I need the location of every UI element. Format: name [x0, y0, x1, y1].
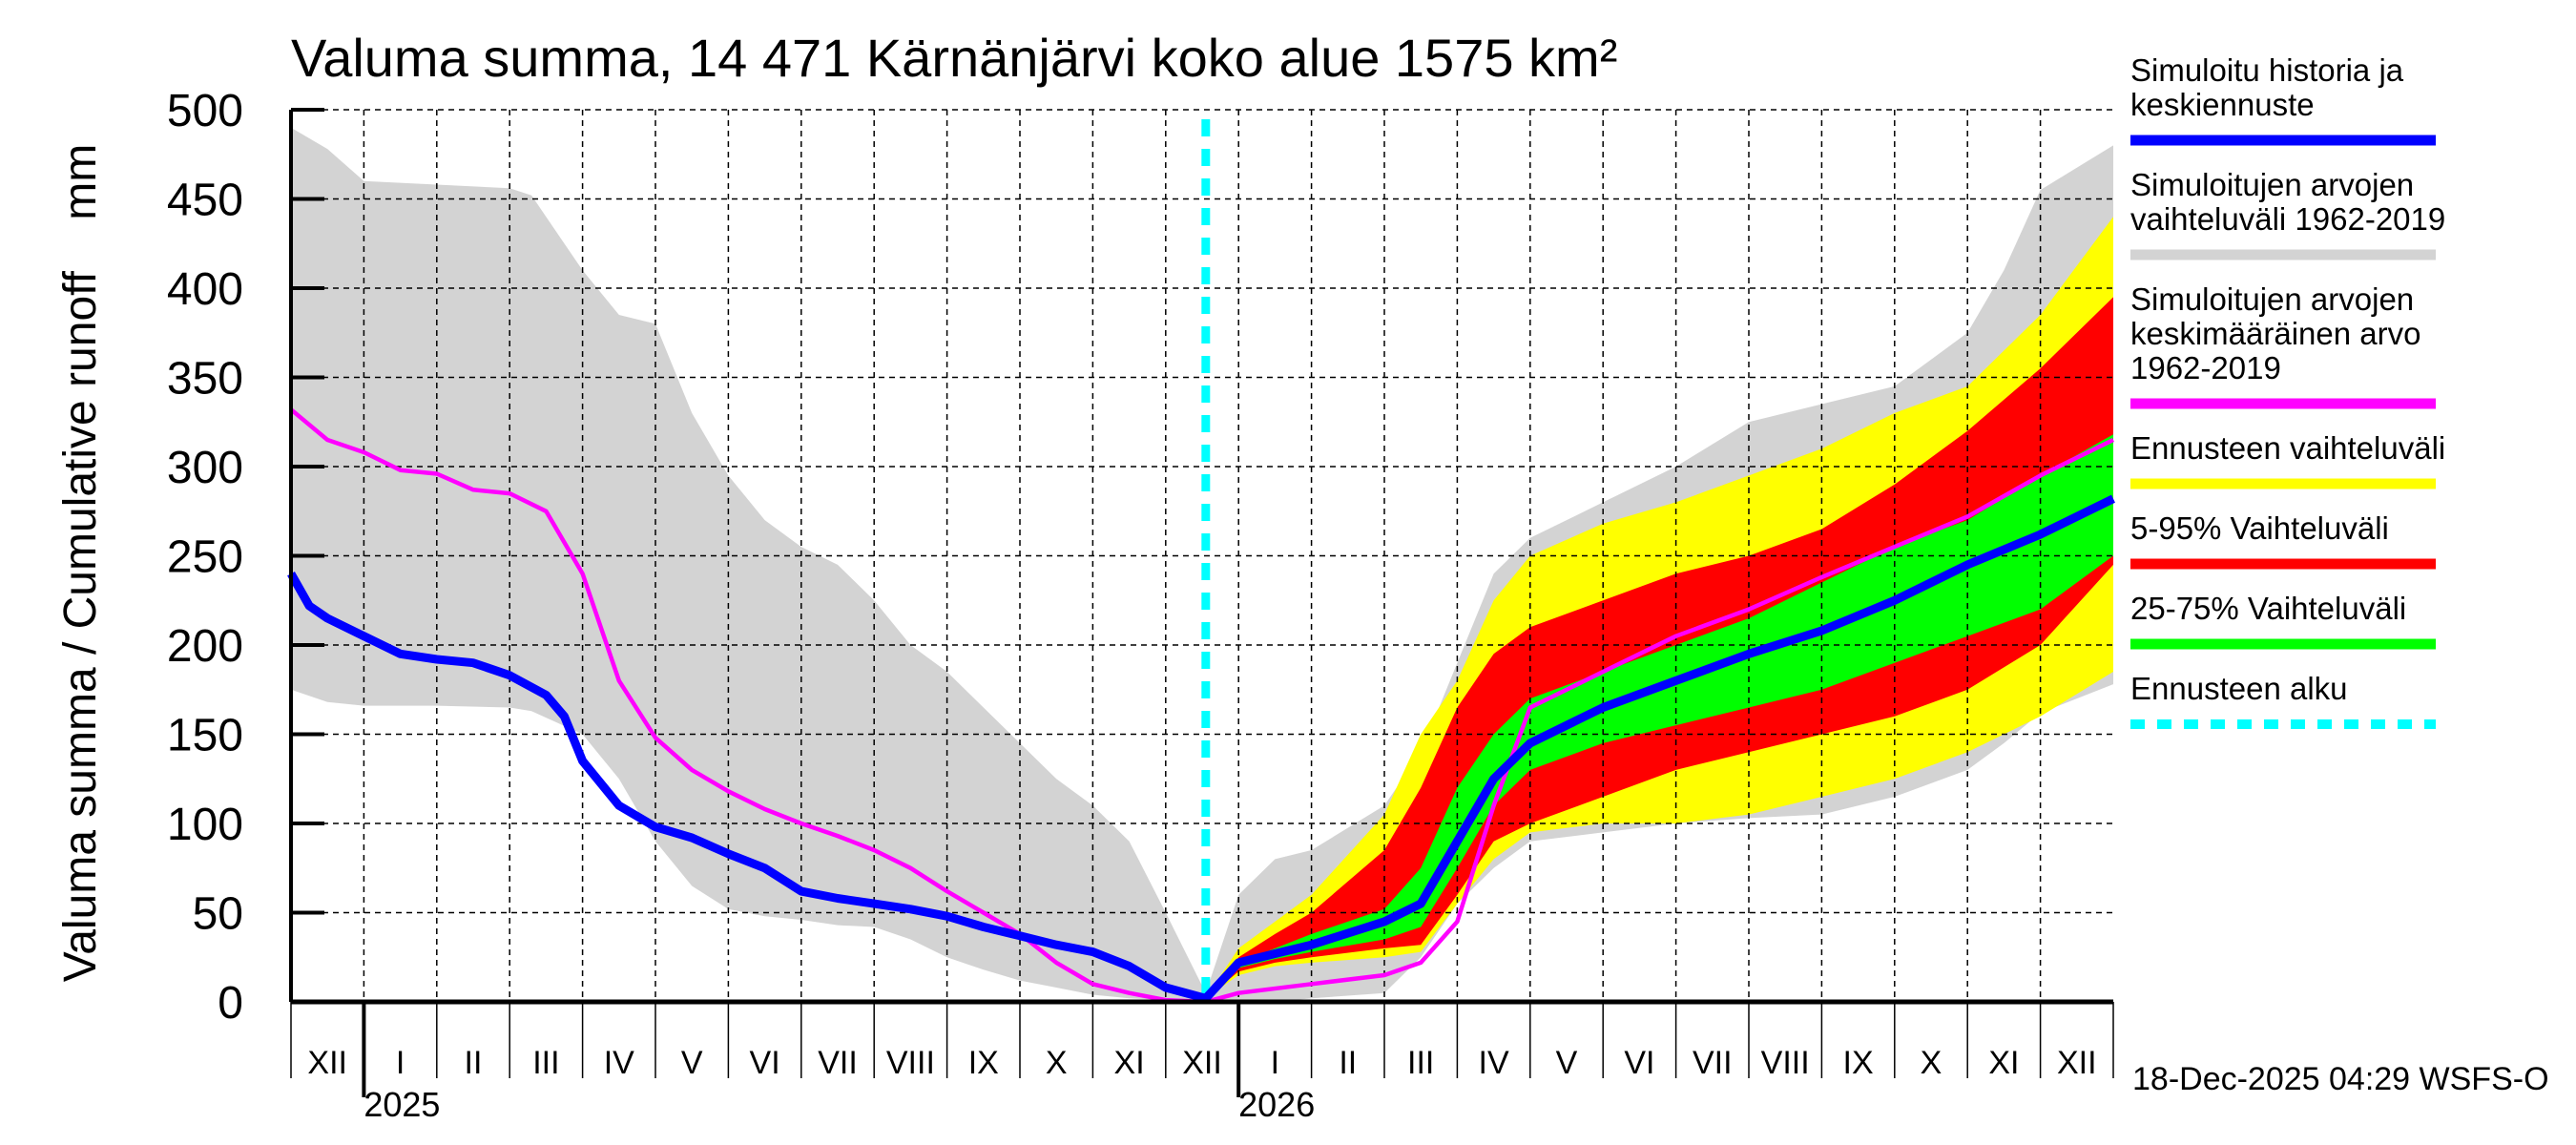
- x-month-label: X: [1046, 1045, 1068, 1081]
- x-month-label: IX: [1843, 1045, 1874, 1081]
- x-month-label: IX: [968, 1045, 999, 1081]
- legend-label: Ennusteen vaihteluväli: [2130, 430, 2445, 466]
- x-month-label: VII: [1693, 1045, 1733, 1081]
- legend-label: Simuloitu historia ja: [2130, 52, 2404, 88]
- legend-label: 5-95% Vaihteluväli: [2130, 510, 2389, 546]
- x-month-label: III: [532, 1045, 559, 1081]
- y-tick-label: 300: [167, 443, 243, 493]
- y-tick-label: 500: [167, 86, 243, 136]
- timestamp: 18-Dec-2025 04:29 WSFS-O: [2132, 1061, 2549, 1097]
- x-month-label: II: [465, 1045, 483, 1081]
- x-month-label: VI: [750, 1045, 780, 1081]
- y-tick-label: 0: [218, 978, 243, 1029]
- x-month-label: XI: [1988, 1045, 2019, 1081]
- grid-layer: [291, 109, 2113, 1002]
- x-month-label: VI: [1624, 1045, 1654, 1081]
- y-tick-label: 200: [167, 621, 243, 672]
- x-year-label: 2025: [364, 1085, 440, 1124]
- x-month-label: XII: [307, 1045, 347, 1081]
- band-3: [1205, 434, 2113, 999]
- x-month-label: XII: [1182, 1045, 1222, 1081]
- y-tick-label: 250: [167, 532, 243, 583]
- x-month-label: II: [1339, 1045, 1357, 1081]
- x-month-label: VIII: [886, 1045, 935, 1081]
- bands-layer: [291, 127, 2113, 1002]
- legend-label: 25-75% Vaihteluväli: [2130, 591, 2406, 626]
- y-tick-label: 450: [167, 176, 243, 226]
- band-2: [1205, 297, 2113, 999]
- x-month-label: X: [1921, 1045, 1942, 1081]
- x-month-label: IV: [1479, 1045, 1509, 1081]
- legend-label: vaihteluväli 1962-2019: [2130, 201, 2445, 237]
- legend-label: keskiennuste: [2130, 87, 2315, 122]
- x-month-label: XI: [1114, 1045, 1145, 1081]
- x-month-label: III: [1407, 1045, 1434, 1081]
- y-tick-label: 50: [193, 889, 243, 940]
- y-tick-label: 400: [167, 264, 243, 315]
- y-axis-label: Valuma summa / Cumulative runoff mm: [55, 144, 106, 983]
- legend-label: 1962-2019: [2130, 350, 2281, 385]
- x-month-label: V: [681, 1045, 703, 1081]
- y-tick-label: 150: [167, 711, 243, 761]
- lines-layer: [287, 119, 2115, 1005]
- legend-label: Simuloitujen arvojen: [2130, 281, 2414, 317]
- x-month-label: V: [1556, 1045, 1578, 1081]
- y-ticks: 0 50 100 150 200 250 300 350 400 450 500: [167, 86, 324, 1029]
- x-month-label: XII: [2057, 1045, 2097, 1081]
- y-tick-label: 350: [167, 354, 243, 405]
- legend-label: Ennusteen alku: [2130, 671, 2348, 706]
- x-month-label: I: [396, 1045, 405, 1081]
- legend-label: keskimääräinen arvo: [2130, 316, 2420, 351]
- x-month-label: VII: [818, 1045, 858, 1081]
- x-month-label: IV: [604, 1045, 634, 1081]
- x-month-label: VIII: [1761, 1045, 1810, 1081]
- x-year-label: 2026: [1238, 1085, 1315, 1124]
- x-month-label: I: [1271, 1045, 1279, 1081]
- legend-label: Simuloitujen arvojen: [2130, 167, 2414, 202]
- chart-title: Valuma summa, 14 471 Kärnänjärvi koko al…: [291, 28, 1617, 88]
- series-line-5: [287, 494, 2115, 1003]
- x-ticks: XII I II III IV V VI VII VIII IX X XI XII I II III IV V VI…: [290, 1002, 2114, 1124]
- y-tick-label: 100: [167, 800, 243, 850]
